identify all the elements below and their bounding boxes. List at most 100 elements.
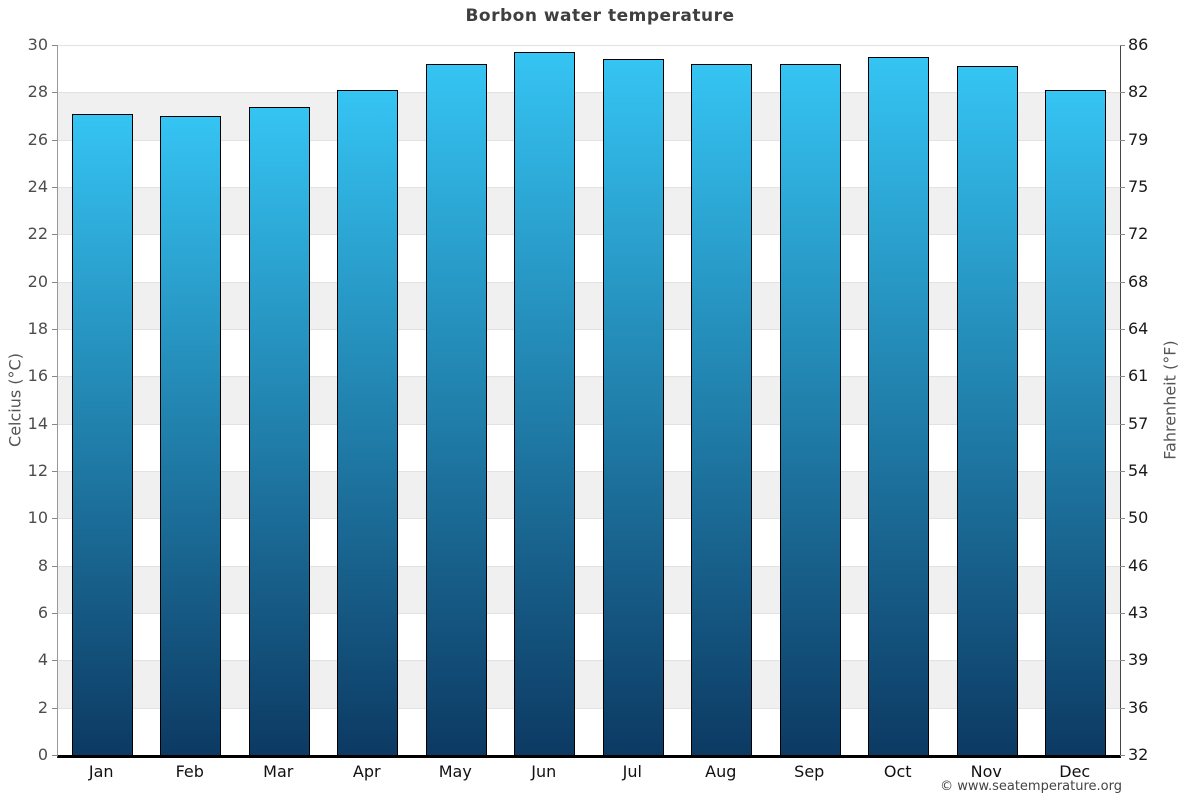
y-axis-label-fahrenheit: Fahrenheit (°F) — [1160, 340, 1180, 460]
grid-band — [58, 376, 1120, 424]
x-tick-label-nov: Nov — [970, 762, 1002, 781]
grid-band — [58, 187, 1120, 235]
celsius-tick-mark — [52, 423, 57, 425]
bar-jul — [602, 59, 664, 755]
x-tick-label-jul: Jul — [622, 762, 642, 781]
x-tick-label-aug: Aug — [705, 762, 737, 781]
gridline — [58, 707, 1120, 709]
grid-band — [58, 471, 1120, 519]
celsius-tick-label: 10 — [27, 508, 48, 528]
fahrenheit-tick-label: 68 — [1128, 271, 1149, 291]
fahrenheit-tick-mark — [1120, 281, 1125, 283]
gridline — [58, 565, 1120, 567]
bar-aug — [691, 63, 753, 755]
fahrenheit-tick-label: 72 — [1128, 224, 1149, 244]
fahrenheit-tick-mark — [1120, 45, 1125, 46]
fahrenheit-tick-mark — [1120, 613, 1125, 614]
celsius-tick-mark — [52, 660, 57, 662]
celsius-tick-mark — [52, 755, 57, 756]
plot-area — [57, 45, 1121, 758]
celsius-tick-mark — [52, 471, 57, 472]
celsius-tick-mark — [52, 281, 57, 283]
celsius-tick-label: 20 — [27, 271, 48, 291]
fahrenheit-tick-mark — [1120, 187, 1125, 188]
grid-band — [58, 660, 1120, 708]
x-tick-label-oct: Oct — [883, 762, 912, 781]
fahrenheit-tick-label: 75 — [1128, 177, 1149, 196]
celsius-tick-label: 18 — [27, 319, 48, 338]
fahrenheit-tick-mark — [1120, 92, 1125, 94]
celsius-tick-label: 0 — [37, 745, 48, 764]
gridline — [58, 423, 1120, 425]
celsius-tick-mark — [52, 92, 57, 94]
fahrenheit-tick-mark — [1120, 518, 1125, 520]
celsius-tick-label: 4 — [37, 650, 48, 670]
x-tick-label-jan: Jan — [88, 762, 114, 781]
bar-may — [425, 63, 487, 755]
bar-apr — [337, 89, 399, 755]
celsius-tick-label: 16 — [27, 366, 48, 386]
celsius-tick-label: 26 — [27, 129, 48, 149]
bar-sep — [779, 63, 841, 755]
fahrenheit-tick-mark — [1120, 755, 1125, 756]
celsius-tick-label: 28 — [27, 82, 48, 102]
gridline — [58, 187, 1120, 188]
celsius-tick-mark — [52, 329, 57, 330]
grid-band — [58, 565, 1120, 613]
celsius-tick-mark — [52, 565, 57, 567]
celsius-tick-mark — [52, 187, 57, 188]
bar-nov — [956, 66, 1018, 755]
fahrenheit-tick-label: 54 — [1128, 461, 1149, 480]
celsius-tick-mark — [52, 376, 57, 378]
fahrenheit-tick-mark — [1120, 471, 1125, 472]
gridline — [58, 376, 1120, 378]
celsius-tick-mark — [52, 613, 57, 614]
gridline — [58, 613, 1120, 614]
celsius-tick-mark — [52, 234, 57, 236]
fahrenheit-tick-mark — [1120, 707, 1125, 709]
fahrenheit-tick-mark — [1120, 565, 1125, 567]
fahrenheit-tick-label: 82 — [1128, 82, 1149, 102]
celsius-tick-mark — [52, 518, 57, 520]
fahrenheit-tick-label: 39 — [1128, 650, 1149, 670]
x-tick-label-may: May — [438, 762, 472, 781]
celsius-tick-mark — [52, 45, 57, 46]
fahrenheit-tick-label: 64 — [1128, 319, 1149, 338]
bar-feb — [160, 116, 222, 755]
celsius-tick-label: 14 — [27, 413, 48, 433]
fahrenheit-tick-label: 50 — [1128, 508, 1149, 528]
fahrenheit-tick-label: 57 — [1128, 413, 1149, 433]
gridline — [58, 471, 1120, 472]
gridline — [58, 92, 1120, 94]
fahrenheit-tick-mark — [1120, 376, 1125, 378]
fahrenheit-tick-label: 36 — [1128, 697, 1149, 717]
grid-band — [58, 92, 1120, 140]
fahrenheit-tick-mark — [1120, 234, 1125, 236]
fahrenheit-tick-label: 32 — [1128, 745, 1149, 764]
gridline — [58, 139, 1120, 141]
celsius-tick-label: 2 — [37, 697, 48, 717]
chart-title: Borbon water temperature — [465, 6, 735, 26]
celsius-tick-label: 12 — [27, 461, 48, 480]
celsius-tick-mark — [52, 707, 57, 709]
fahrenheit-tick-mark — [1120, 423, 1125, 425]
fahrenheit-tick-mark — [1120, 660, 1125, 662]
x-tick-label-jun: Jun — [531, 762, 557, 781]
fahrenheit-tick-mark — [1120, 139, 1125, 141]
fahrenheit-tick-label: 79 — [1128, 129, 1149, 149]
fahrenheit-tick-label: 86 — [1128, 35, 1149, 54]
gridline — [58, 281, 1120, 283]
celsius-tick-mark — [52, 139, 57, 141]
celsius-tick-label: 22 — [27, 224, 48, 244]
gridline — [58, 329, 1120, 330]
bar-mar — [248, 106, 310, 755]
fahrenheit-tick-mark — [1120, 329, 1125, 330]
gridline — [58, 234, 1120, 236]
celsius-tick-label: 30 — [27, 35, 48, 54]
celsius-tick-label: 6 — [37, 603, 48, 622]
fahrenheit-tick-label: 61 — [1128, 366, 1149, 386]
gridline — [58, 45, 1120, 46]
x-tick-label-apr: Apr — [352, 762, 381, 781]
gridline — [58, 660, 1120, 662]
